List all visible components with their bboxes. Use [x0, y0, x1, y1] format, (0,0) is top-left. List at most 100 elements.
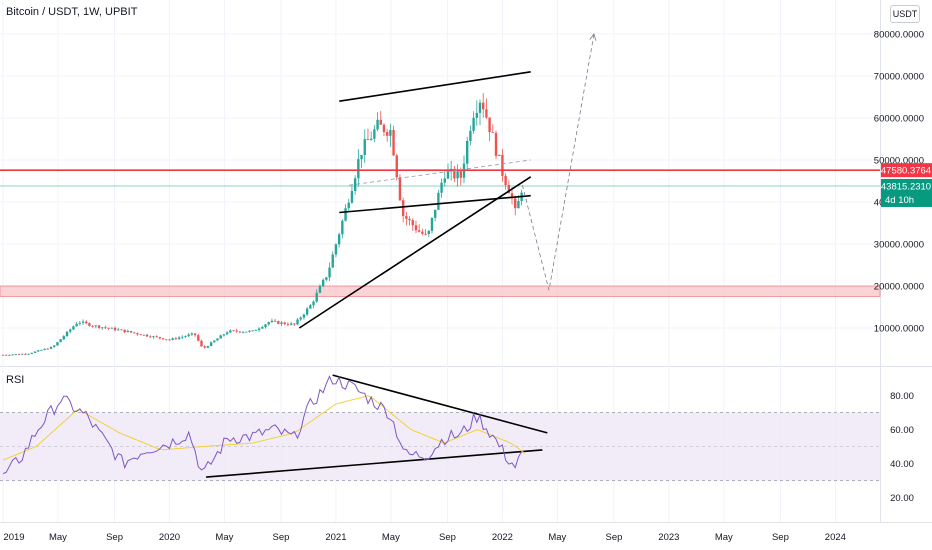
- candle-body[interactable]: [251, 330, 254, 332]
- candle-body[interactable]: [174, 338, 178, 340]
- candle-body[interactable]: [104, 327, 107, 329]
- candle-body[interactable]: [46, 348, 50, 350]
- candle-body[interactable]: [443, 178, 446, 183]
- candle-body[interactable]: [206, 346, 210, 348]
- candle-body[interactable]: [123, 329, 126, 333]
- candle-body[interactable]: [286, 324, 290, 325]
- trendline-rsi-rising[interactable]: [206, 449, 543, 478]
- candle-body[interactable]: [514, 198, 517, 209]
- candle-body[interactable]: [485, 109, 488, 118]
- candle-body[interactable]: [270, 320, 274, 323]
- candle-body[interactable]: [395, 155, 398, 178]
- candle-body[interactable]: [91, 325, 94, 327]
- candle-body[interactable]: [257, 328, 261, 331]
- candle-body[interactable]: [315, 292, 318, 302]
- candle-body[interactable]: [209, 342, 213, 347]
- trendline-upper-channel[interactable]: [339, 71, 531, 102]
- candle-body[interactable]: [181, 336, 184, 338]
- candle-body[interactable]: [494, 132, 498, 156]
- currency-button[interactable]: USDT: [890, 5, 920, 23]
- candle-body[interactable]: [241, 331, 245, 333]
- candle-body[interactable]: [325, 277, 328, 280]
- candle-body[interactable]: [17, 354, 21, 355]
- candle-body[interactable]: [94, 325, 98, 327]
- candle-body[interactable]: [363, 139, 366, 156]
- candle-body[interactable]: [21, 353, 24, 355]
- candle-body[interactable]: [133, 332, 136, 334]
- candle-body[interactable]: [248, 330, 251, 332]
- candle-body[interactable]: [283, 322, 286, 325]
- candle-body[interactable]: [177, 337, 181, 339]
- candle-body[interactable]: [465, 140, 469, 164]
- candle-body[interactable]: [430, 217, 434, 231]
- candle-body[interactable]: [97, 325, 101, 328]
- price-pane[interactable]: [0, 0, 880, 366]
- candle-body[interactable]: [14, 354, 18, 355]
- candle-body[interactable]: [507, 185, 511, 194]
- candle-body[interactable]: [142, 334, 146, 336]
- candle-body[interactable]: [398, 177, 402, 201]
- candle-body[interactable]: [334, 244, 338, 255]
- trendline-rsi-falling[interactable]: [332, 374, 548, 434]
- candle-body[interactable]: [277, 321, 280, 324]
- candle-body[interactable]: [53, 345, 56, 347]
- candle-body[interactable]: [33, 351, 37, 353]
- candle-body[interactable]: [369, 138, 373, 140]
- candle-body[interactable]: [30, 352, 34, 354]
- candle-body[interactable]: [417, 230, 421, 232]
- candle-body[interactable]: [360, 155, 363, 160]
- candle-body[interactable]: [168, 339, 171, 341]
- candle-body[interactable]: [101, 327, 104, 329]
- candle-body[interactable]: [229, 330, 232, 333]
- candle-body[interactable]: [165, 339, 168, 341]
- candle-body[interactable]: [373, 129, 376, 139]
- candle-body[interactable]: [296, 319, 299, 325]
- candle-body[interactable]: [344, 208, 347, 221]
- candle-body[interactable]: [197, 335, 200, 341]
- candle-body[interactable]: [171, 338, 174, 340]
- candle-body[interactable]: [203, 346, 206, 348]
- candle-body[interactable]: [353, 178, 357, 192]
- candle-body[interactable]: [40, 349, 43, 351]
- candle-body[interactable]: [184, 336, 187, 337]
- candle-body[interactable]: [222, 334, 226, 336]
- candle-body[interactable]: [136, 333, 139, 335]
- candle-body[interactable]: [72, 326, 75, 330]
- candle-body[interactable]: [107, 327, 110, 329]
- candle-body[interactable]: [65, 331, 69, 337]
- candle-body[interactable]: [379, 119, 382, 125]
- candle-body[interactable]: [85, 321, 88, 324]
- candle-body[interactable]: [78, 322, 82, 324]
- candle-body[interactable]: [27, 353, 30, 355]
- candle-body[interactable]: [75, 323, 78, 327]
- candle-body[interactable]: [59, 339, 62, 343]
- candle-body[interactable]: [299, 317, 302, 320]
- candle-body[interactable]: [341, 220, 344, 235]
- candle-body[interactable]: [491, 132, 495, 133]
- candle-body[interactable]: [440, 182, 443, 193]
- candle-body[interactable]: [421, 231, 424, 234]
- candle-body[interactable]: [129, 331, 133, 333]
- candle-body[interactable]: [5, 354, 8, 356]
- candle-body[interactable]: [264, 324, 267, 328]
- candle-body[interactable]: [193, 333, 197, 336]
- candle-body[interactable]: [501, 154, 504, 176]
- candle-body[interactable]: [149, 336, 152, 338]
- candle-body[interactable]: [261, 327, 264, 329]
- candle-body[interactable]: [49, 346, 53, 349]
- candle-body[interactable]: [433, 209, 437, 218]
- candle-body[interactable]: [459, 171, 462, 178]
- candle-body[interactable]: [219, 335, 222, 339]
- candle-body[interactable]: [110, 327, 114, 329]
- candle-body[interactable]: [56, 342, 59, 346]
- candle-body[interactable]: [469, 130, 472, 141]
- candle-body[interactable]: [232, 330, 235, 332]
- candle-body[interactable]: [8, 354, 11, 356]
- candle-body[interactable]: [517, 201, 520, 209]
- candle-body[interactable]: [24, 353, 27, 355]
- candle-body[interactable]: [126, 331, 130, 333]
- candle-body[interactable]: [446, 171, 450, 179]
- candle-body[interactable]: [472, 117, 475, 131]
- candle-body[interactable]: [405, 216, 408, 219]
